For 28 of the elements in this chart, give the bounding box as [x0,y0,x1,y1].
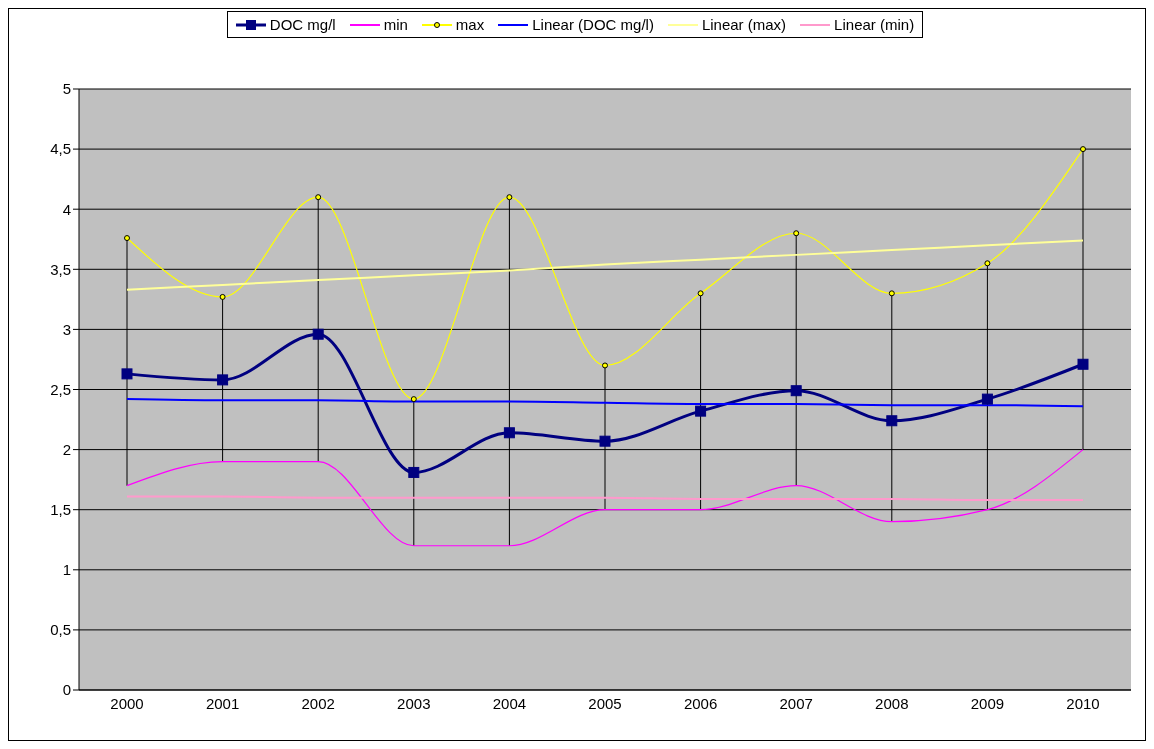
x-tick-label: 2010 [1066,694,1100,712]
y-tick-label: 2 [62,440,71,458]
x-tick-label: 2007 [779,694,813,712]
legend-label: min [383,16,408,33]
legend-label: DOC mg/l [269,16,336,33]
x-tick-label: 2006 [683,694,718,712]
y-tick-label: 1,5 [50,501,71,519]
legend-label: Linear (max) [701,16,787,33]
y-tick-label: 2,5 [50,380,71,398]
legend-label: Linear (min) [834,16,915,33]
x-tick-label: 2002 [301,694,335,712]
y-tick-label: 5 [62,80,71,98]
y-tick-label: 3,5 [50,260,71,278]
y-tick-label: 4,5 [50,140,71,158]
legend-label: Linear (DOC mg/l) [532,16,654,33]
x-tick-label: 2000 [110,694,144,712]
y-tick-label: 0,5 [50,621,71,639]
y-tick-label: 1 [62,561,71,579]
y-tick-label: 0 [62,681,71,699]
x-tick-label: 2001 [205,694,240,712]
x-tick-label: 2008 [875,694,909,712]
x-tick-label: 2005 [588,694,622,712]
x-tick-label: 2003 [397,694,431,712]
legend-label: max [455,16,485,33]
y-tick-label: 4 [62,200,71,218]
x-tick-label: 2009 [970,694,1005,712]
y-tick-label: 3 [62,320,71,338]
x-tick-label: 2004 [492,694,527,712]
